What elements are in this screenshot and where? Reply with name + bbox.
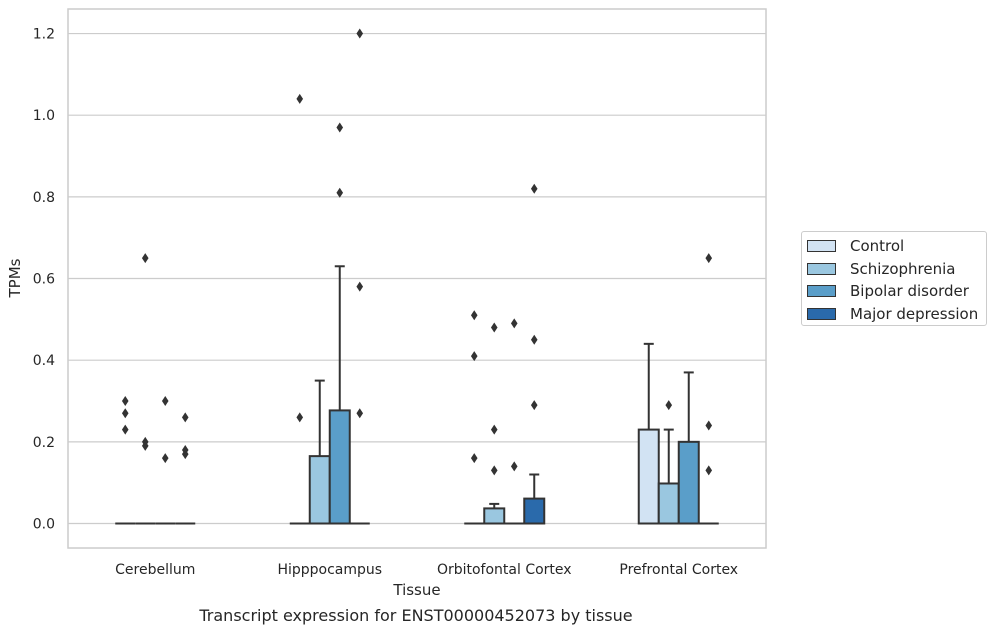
bar-major-depression-orbitofontal-cortex bbox=[523, 497, 546, 525]
x-tick-label-hipppocampus: Hipppocampus bbox=[277, 562, 382, 578]
chart-caption: Transcript expression for ENST0000045207… bbox=[199, 606, 633, 625]
y-tick-label: 1.0 bbox=[33, 108, 55, 124]
outlier-point bbox=[470, 453, 478, 464]
outlier-point bbox=[665, 400, 673, 411]
legend-item-major-depression: Major depression bbox=[807, 303, 986, 326]
bars-layer bbox=[115, 409, 719, 525]
error-bars-layer bbox=[314, 265, 694, 509]
outlier-point bbox=[141, 253, 149, 264]
bar-schizophrenia-prefrontal-cortex bbox=[657, 482, 680, 525]
legend-label-bipolar: Bipolar disorder bbox=[850, 282, 969, 301]
legend-swatch-schizophrenia bbox=[807, 262, 836, 275]
x-tick-label-cerebellum: Cerebellum bbox=[115, 562, 195, 578]
outlier-point bbox=[510, 461, 518, 472]
legend-item-bipolar: Bipolar disorder bbox=[807, 280, 986, 303]
plot-frame bbox=[67, 8, 767, 549]
y-tick-label: 0.8 bbox=[33, 190, 55, 206]
bar-bipolar-disorder-hipppocampus bbox=[328, 409, 351, 525]
legend-swatch-control bbox=[807, 240, 836, 253]
bar-control-prefrontal-cortex bbox=[637, 428, 660, 525]
x-tick-label-orbitofontal-cortex: Orbitofontal Cortex bbox=[437, 562, 572, 578]
y-tick-label: 0.0 bbox=[33, 517, 55, 533]
outlier-point bbox=[530, 400, 538, 411]
outlier-point bbox=[336, 187, 344, 198]
bar-schizophrenia-hipppocampus bbox=[308, 455, 331, 525]
y-tick-label: 1.2 bbox=[33, 27, 55, 43]
bar-bipolar-disorder-prefrontal-cortex bbox=[677, 440, 700, 525]
outlier-point bbox=[705, 420, 713, 431]
outlier-point bbox=[510, 318, 518, 329]
outlier-point bbox=[161, 453, 169, 464]
outlier-point bbox=[356, 28, 364, 39]
y-tick-label: 0.6 bbox=[33, 272, 55, 288]
legend-label-schizophrenia: Schizophrenia bbox=[850, 259, 956, 278]
outliers-layer bbox=[121, 28, 713, 476]
outlier-point bbox=[141, 436, 149, 447]
outlier-point bbox=[336, 122, 344, 133]
outlier-point bbox=[470, 351, 478, 362]
outlier-point bbox=[470, 310, 478, 321]
outlier-point bbox=[356, 281, 364, 292]
legend-label-major-depression: Major depression bbox=[850, 304, 979, 323]
outlier-point bbox=[530, 334, 538, 345]
legend: Control Schizophrenia Bipolar disorder M… bbox=[801, 231, 987, 326]
outlier-point bbox=[705, 465, 713, 476]
legend-swatch-major-depression bbox=[807, 307, 836, 320]
legend-swatch-bipolar bbox=[807, 285, 836, 298]
outlier-point bbox=[296, 93, 304, 104]
legend-item-control: Control bbox=[807, 235, 986, 258]
outlier-point bbox=[490, 322, 498, 333]
outlier-point bbox=[121, 408, 129, 419]
legend-item-schizophrenia: Schizophrenia bbox=[807, 258, 986, 281]
y-tick-label: 0.2 bbox=[33, 435, 55, 451]
x-axis-label: Tissue bbox=[392, 581, 440, 599]
outlier-point bbox=[490, 424, 498, 435]
outlier-point bbox=[121, 424, 129, 435]
y-axis-label: TPMs bbox=[6, 258, 24, 298]
outlier-point bbox=[121, 396, 129, 407]
outlier-point bbox=[356, 408, 364, 419]
outlier-point bbox=[296, 412, 304, 423]
outlier-point bbox=[490, 465, 498, 476]
outlier-point bbox=[181, 445, 189, 456]
y-tick-labels: 0.0 0.2 0.4 0.6 0.8 1.0 1.2 bbox=[33, 27, 55, 533]
x-tick-labels: Cerebellum Hipppocampus Orbitofontal Corte… bbox=[115, 562, 738, 578]
outlier-point bbox=[161, 396, 169, 407]
x-tick-label-prefrontal-cortex: Prefrontal Cortex bbox=[619, 562, 738, 578]
outlier-point bbox=[530, 183, 538, 194]
outlier-point bbox=[181, 412, 189, 423]
y-tick-label: 0.4 bbox=[33, 353, 55, 369]
legend-label-control: Control bbox=[850, 237, 905, 256]
outlier-point bbox=[705, 253, 713, 264]
bar-schizophrenia-orbitofontal-cortex bbox=[483, 507, 506, 525]
